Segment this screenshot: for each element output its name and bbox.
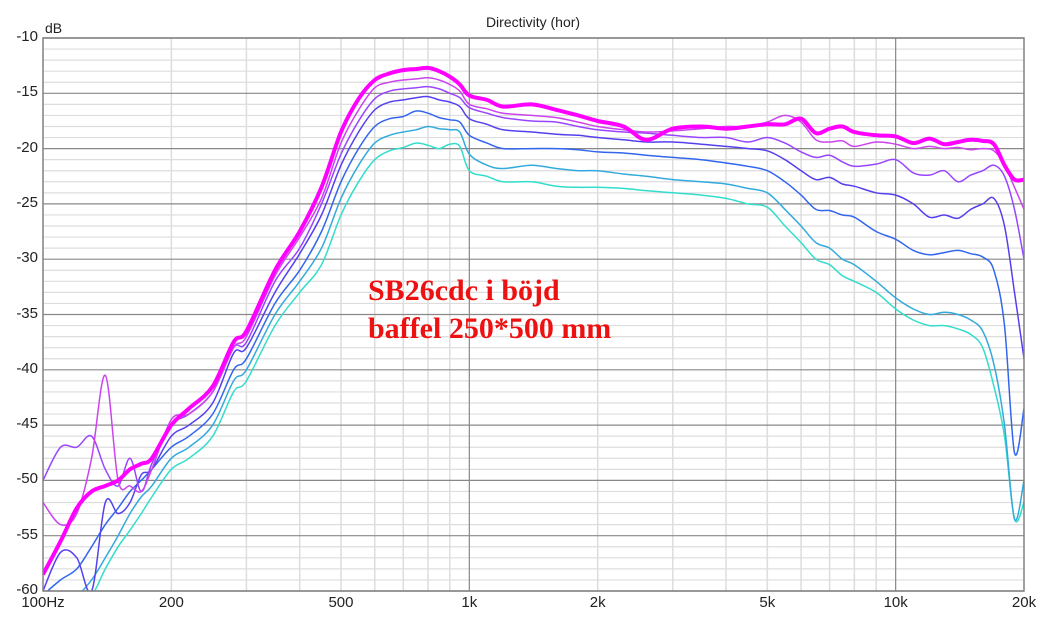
y-tick-label: -40: [16, 359, 38, 377]
chart-annotation: SB26cdc i böjd baffel 250*500 mm: [368, 272, 611, 348]
y-tick-label: -30: [16, 249, 38, 267]
series-line-0deg: [43, 65, 1024, 576]
chart-title: Directivity (hor): [485, 14, 581, 30]
series-line-60deg: [46, 110, 1024, 591]
series-line-45deg: [43, 95, 1024, 591]
x-tick-label: 200: [158, 594, 184, 611]
y-tick-label: -60: [16, 581, 38, 598]
x-tick-label: 500: [328, 594, 354, 611]
x-tick-label: 20k: [1011, 594, 1037, 611]
grid-minor: [43, 38, 1024, 591]
y-axis-unit: dB: [45, 20, 63, 36]
y-tick-label: -25: [16, 193, 38, 211]
x-tick-label: 5k: [759, 594, 776, 611]
y-tick-label: -15: [16, 83, 38, 101]
y-tick-label: -10: [16, 28, 38, 45]
y-tick-label: -50: [16, 470, 38, 488]
plot-frame: [42, 37, 1025, 592]
x-tick-label: 1k: [461, 594, 478, 611]
series-line-90deg: [93, 142, 1024, 591]
series-line-15deg: [43, 77, 1024, 526]
y-tick-label: -20: [16, 138, 38, 156]
series-line-30deg: [43, 85, 1024, 493]
y-tick-label: -35: [16, 304, 38, 322]
y-tick-label: -55: [16, 525, 38, 543]
x-tick-label: 2k: [589, 594, 606, 611]
x-tick-label: 100Hz: [21, 594, 65, 611]
series-lines: [43, 65, 1024, 591]
annotation-line-2: baffel 250*500 mm: [368, 312, 612, 345]
series-line-75deg: [81, 125, 1024, 591]
x-tick-label: 10k: [883, 594, 908, 611]
y-tick-label: -45: [16, 415, 38, 433]
annotation-line-1: SB26cdc i böjd: [368, 274, 560, 307]
